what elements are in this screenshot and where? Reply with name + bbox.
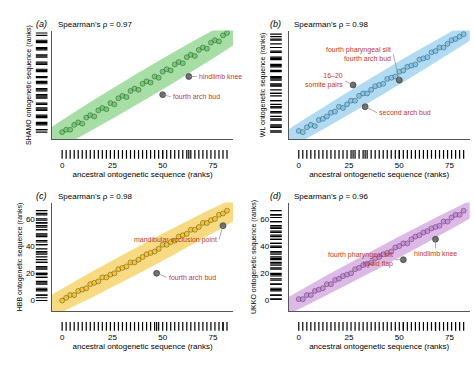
svg-text:20: 20 <box>26 269 35 278</box>
svg-text:hindlimb knee: hindlimb knee <box>199 73 242 80</box>
svg-text:ancestral ontogenetic sequence: ancestral ontogenetic sequence (ranks) <box>309 170 449 179</box>
svg-text:40: 40 <box>26 242 35 251</box>
svg-text:0: 0 <box>297 161 302 170</box>
svg-text:0: 0 <box>265 296 270 305</box>
svg-text:40: 40 <box>260 242 269 251</box>
svg-text:Spearman's ρ = 0.98: Spearman's ρ = 0.98 <box>58 192 132 201</box>
svg-text:75: 75 <box>208 333 217 342</box>
svg-text:60: 60 <box>26 215 35 224</box>
svg-text:0: 0 <box>30 296 35 305</box>
svg-text:0: 0 <box>60 161 65 170</box>
svg-text:(c): (c) <box>36 191 47 201</box>
svg-text:ancestral ontogenetic sequence: ancestral ontogenetic sequence (ranks) <box>73 342 213 351</box>
svg-text:0: 0 <box>297 333 302 342</box>
svg-text:fourth pharyngeal slithyoid fl: fourth pharyngeal slithyoid flap <box>328 251 393 268</box>
svg-text:Spearman's ρ = 0.97: Spearman's ρ = 0.97 <box>58 20 132 29</box>
svg-text:fourth arch bud: fourth arch bud <box>173 93 220 100</box>
svg-text:hindlimb knee: hindlimb knee <box>414 250 457 257</box>
svg-text:25: 25 <box>108 161 117 170</box>
svg-text:75: 75 <box>445 333 454 342</box>
svg-text:75: 75 <box>445 161 454 170</box>
svg-text:Spearman's ρ = 0.96: Spearman's ρ = 0.96 <box>294 192 368 201</box>
svg-text:50: 50 <box>395 161 404 170</box>
svg-text:ancestral ontogenetic sequence: ancestral ontogenetic sequence (ranks) <box>309 342 449 351</box>
svg-text:60: 60 <box>260 215 269 224</box>
svg-text:50: 50 <box>158 161 167 170</box>
svg-text:SHAMO ontogenetic sequence (ra: SHAMO ontogenetic sequence (ranks) <box>25 25 33 145</box>
svg-text:Spearman's ρ = 0.98: Spearman's ρ = 0.98 <box>294 20 368 29</box>
svg-text:(d): (d) <box>270 191 281 201</box>
svg-text:20: 20 <box>260 269 269 278</box>
svg-text:(b): (b) <box>270 19 281 29</box>
svg-text:0: 0 <box>60 333 65 342</box>
svg-text:HBB ontogenetic sequence (rank: HBB ontogenetic sequence (ranks) <box>16 203 24 312</box>
svg-text:25: 25 <box>345 161 354 170</box>
svg-text:fourth pharyngeal slitfourth a: fourth pharyngeal slitfourth arch bud <box>326 46 391 62</box>
svg-text:mandibular occlusion point: mandibular occlusion point <box>134 236 217 244</box>
svg-text:75: 75 <box>208 161 217 170</box>
svg-text:16–20somite pairs: 16–20somite pairs <box>305 72 343 89</box>
svg-text:WL ontogenetic sequence (ranks: WL ontogenetic sequence (ranks) <box>259 33 267 137</box>
svg-text:second arch bud: second arch bud <box>379 109 431 116</box>
svg-text:(a): (a) <box>36 19 47 29</box>
svg-text:25: 25 <box>108 333 117 342</box>
svg-text:fourth arch bud: fourth arch bud <box>169 274 216 281</box>
svg-text:25: 25 <box>345 333 354 342</box>
svg-text:UKKO ontogenetic sequence (ran: UKKO ontogenetic sequence (ranks) <box>250 200 258 314</box>
svg-text:50: 50 <box>395 333 404 342</box>
svg-text:ancestral ontogenetic sequence: ancestral ontogenetic sequence (ranks) <box>73 170 213 179</box>
svg-text:50: 50 <box>158 333 167 342</box>
